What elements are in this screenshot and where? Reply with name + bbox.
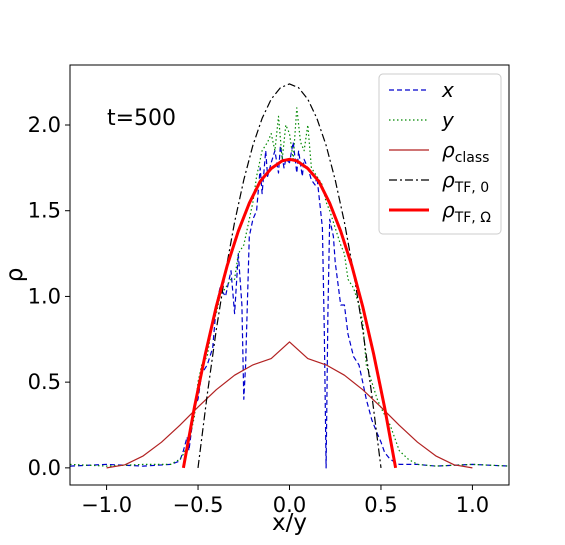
x-axis-label: x/y (272, 510, 307, 536)
series-line-4 (181, 157, 398, 469)
y-tick-label: 2.0 (28, 113, 61, 137)
x-tick-label: −1.0 (81, 493, 132, 517)
x-tick-label: 0.0 (273, 493, 306, 517)
x-tick-label: 1.0 (456, 493, 489, 517)
series-line-2 (106, 341, 473, 469)
x-tick-label: −0.5 (173, 493, 224, 517)
y-tick-label: 1.0 (28, 284, 61, 308)
legend-label: y (441, 108, 455, 132)
y-tick-label: 1.5 (28, 199, 61, 223)
series-line-3 (197, 83, 382, 468)
x-axis-ticks: −1.0 −0.5 0.0 0.5 1.0 (81, 485, 489, 517)
y-tick-label: 0.5 (28, 370, 61, 394)
x-tick-label: 0.5 (364, 493, 397, 517)
y-tick-label: 0.0 (28, 456, 61, 480)
chart-curves (70, 83, 509, 469)
time-annotation: t=500 (107, 106, 176, 131)
y-axis-ticks: 0.0 0.5 1.0 1.5 2.0 (28, 113, 70, 480)
y-axis-label: ρ (2, 268, 28, 283)
legend-label: x (441, 78, 454, 102)
